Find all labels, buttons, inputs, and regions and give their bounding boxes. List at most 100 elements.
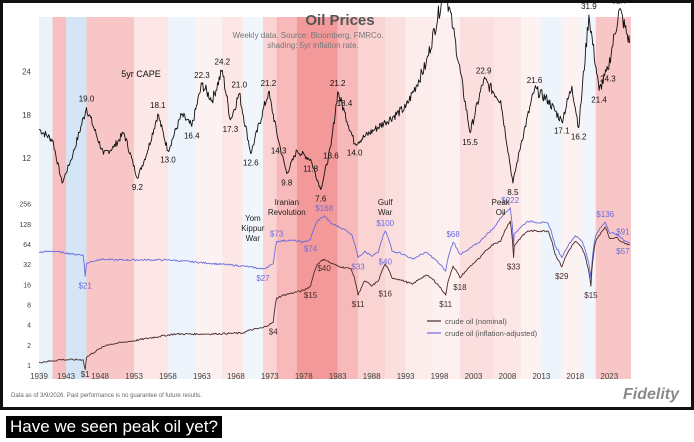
caption-bar: Have we seen peak oil yet? [0,414,694,442]
inflation-band [493,17,522,379]
chart-title: Oil Prices [305,12,374,29]
cape-value-label: 8.5 [507,188,519,197]
inflation-band [195,17,223,379]
cape-value-label: 15.5 [462,138,478,147]
oil-value-label: $11 [439,300,452,309]
x-tick-label: 1953 [125,372,143,381]
cape-series-label: 5yr CAPE [121,69,161,79]
inflation-band [541,17,562,379]
event-annotation: Gulf [378,198,393,207]
inflation-band [582,17,596,379]
cape-value-label: 17.1 [554,126,570,135]
cape-value-label: 17.3 [223,125,239,134]
x-tick-label: 2003 [465,372,483,381]
event-annotation: Oil [496,208,506,217]
cape-value-label: 22.3 [194,71,210,80]
oil-y-tick-label: 8 [27,302,31,309]
cape-value-label: 19.0 [79,95,95,104]
oil-value-label: $16 [379,289,393,298]
legend-label: crude oil (nominal) [445,317,507,326]
cape-value-label: 13.6 [323,151,339,160]
cape-value-label: 24.2 [215,57,231,66]
x-tick-label: 2008 [499,372,517,381]
event-annotation: Peak [492,198,511,207]
oil-value-label: $73 [270,229,284,238]
oil-value-label: $33 [507,263,521,272]
inflation-band [296,17,338,379]
oil-value-label: $136 [596,210,614,219]
oil-value-label: $21 [78,281,92,290]
x-tick-label: 2013 [532,372,550,381]
oil-value-label: $27 [256,274,270,283]
inflation-band [521,17,542,379]
cape-value-label: 31.9 [581,3,597,11]
inflation-band [595,17,631,379]
cape-value-label: 21.2 [330,79,346,88]
x-tick-label: 2018 [566,372,584,381]
legend-label: crude oil (inflation-adjusted) [445,329,538,338]
cape-y-tick-label: 18 [22,111,31,120]
cape-line [38,3,631,190]
x-tick-label: 1948 [91,372,109,381]
oil-value-label: $11 [352,300,365,309]
chart-subtitle-1: Weekly data. Source: Bloomberg, FMRCo. [232,31,383,40]
oil-value-label: $18 [453,283,467,292]
inflation-band [337,17,359,379]
oil-value-label: $15 [584,291,598,300]
oil-y-tick-label: 4 [27,323,31,330]
oil-value-label: $15 [304,291,318,300]
cape-value-label: 24.3 [600,75,616,84]
inflation-band [561,17,583,379]
inflation-band [358,17,386,379]
oil-y-tick-label: 16 [23,282,31,289]
cape-value-label: 32.7 [612,3,628,5]
inflation-band [276,17,297,379]
cape-value-label: 16.4 [184,131,200,140]
inflation-band [432,17,460,379]
cape-value-label: 18.1 [150,101,166,110]
inflation-band [134,17,168,379]
cape-value-label: 22.9 [476,67,492,76]
x-tick-label: 1973 [261,372,279,381]
oil-value-label: $40 [379,257,393,266]
oil-y-tick-label: 32 [23,262,31,269]
cape-value-label: 9.2 [132,183,144,192]
cape-value-label: 13.0 [160,156,176,165]
cape-value-label: 21.4 [591,95,607,104]
oil-y-tick-label: 64 [23,242,31,249]
cape-value-label: 14.0 [347,149,363,158]
cape-value-label: 9.8 [281,179,293,188]
oil-value-label: $1 [81,370,90,379]
brand-logo: Fidelity [623,386,680,403]
chart-frame: 1939 1943 1948 1953 1958 1963 1968 1973 1978 1983… [0,0,694,410]
cape-value-label: 14.3 [271,146,287,155]
real-oil-line [38,207,630,279]
oil-value-label: $68 [446,230,460,239]
event-annotation: Kippur [241,224,264,233]
footnote: Data as of 3/9/2026. Past performance is… [11,393,202,399]
oil-value-label: $168 [315,204,333,213]
oil-y-tick-label: 128 [19,222,31,229]
inflation-band [66,17,87,379]
event-annotation: War [246,234,261,243]
x-tick-label: 1993 [397,372,415,381]
oil-y-tick-label: 256 [19,202,31,209]
nominal-oil-line [38,220,630,371]
x-tick-label: 1939 [30,372,48,381]
event-annotation: War [378,208,393,217]
cape-value-label: 18.4 [337,99,353,108]
oil-value-label: $33 [351,263,365,272]
chart-subtitle-2: shading: 5yr inflation rate. [267,41,359,50]
x-tick-label: 1958 [159,372,177,381]
caption: Have we seen peak oil yet? [6,416,222,438]
cape-value-label: 21.0 [231,80,247,89]
cape-y-tick-label: 12 [22,154,31,163]
oil-value-label: $40 [317,264,331,273]
cape-value-label: 7.6 [315,195,327,204]
x-tick-label: 1968 [227,372,245,381]
inflation-band [222,17,243,379]
oil-value-label: $91 [616,227,630,236]
oil-y-tick-label: 1 [27,363,31,370]
x-tick-label: 1983 [329,372,347,381]
x-tick-label: 1978 [295,372,313,381]
